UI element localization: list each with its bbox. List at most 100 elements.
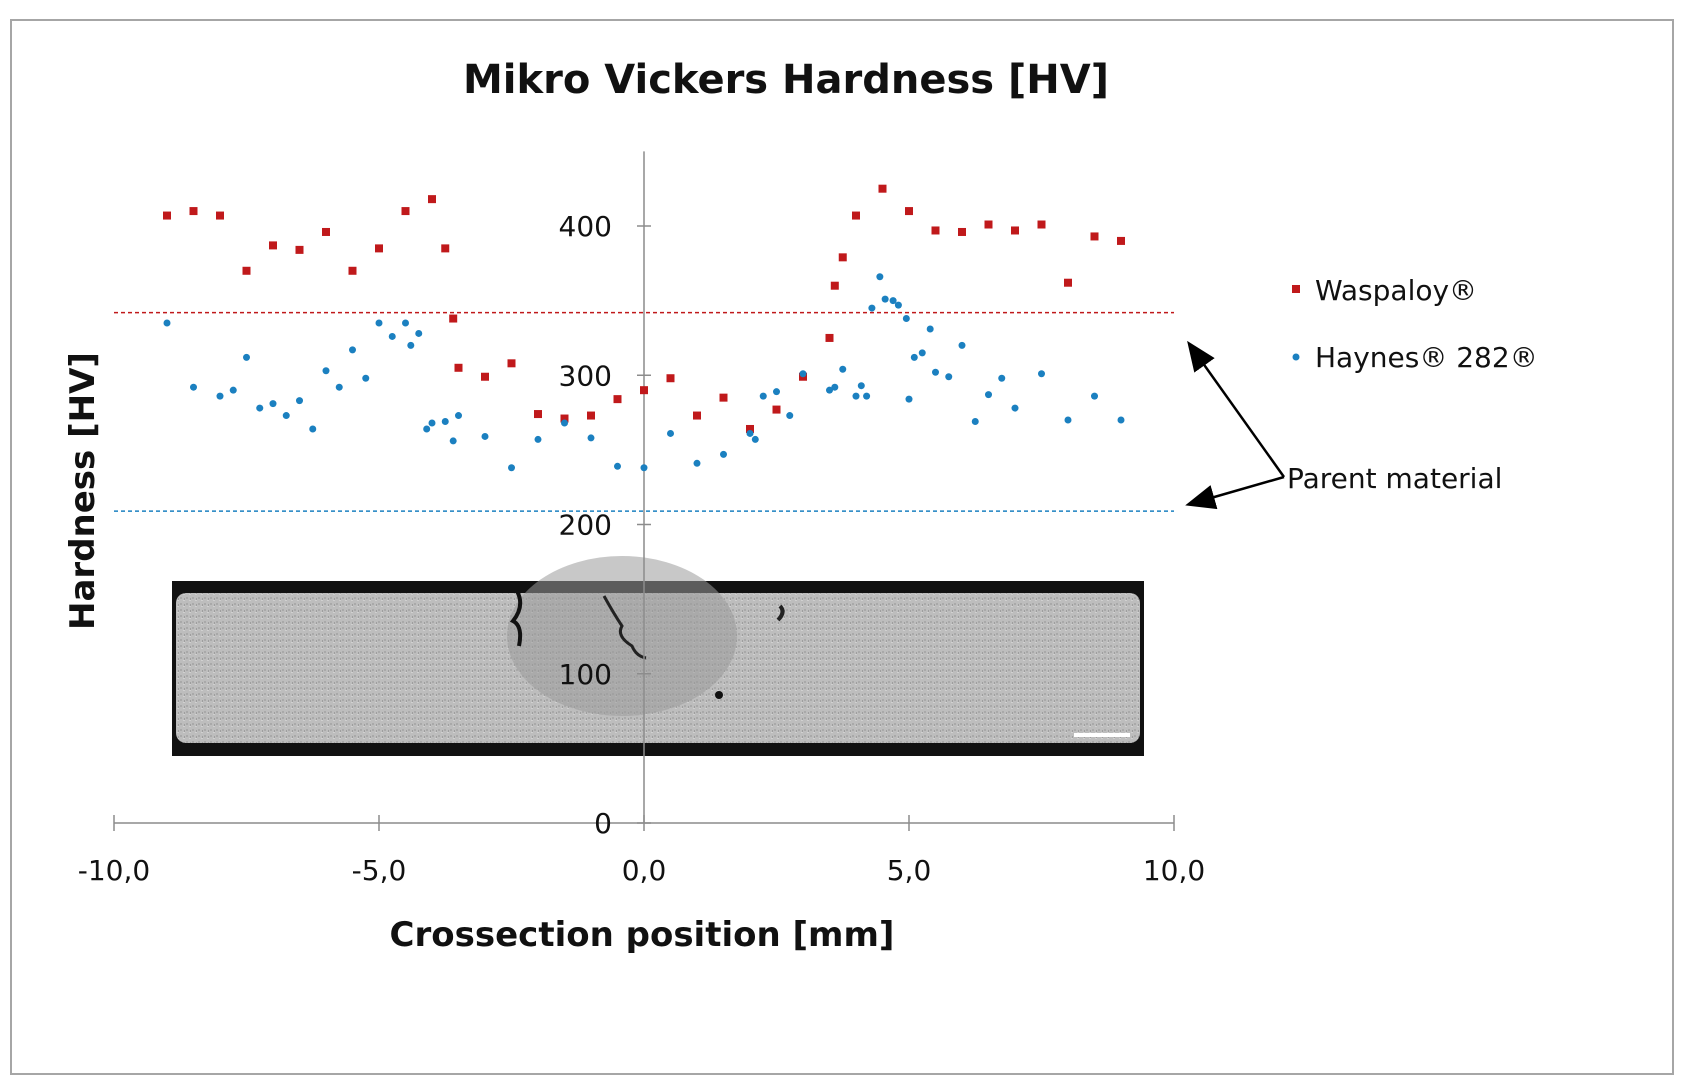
- axes: -10,0 -5,0 0,0 5,0 10,0 0 100 200 300 400: [78, 151, 1205, 887]
- legend: Waspaloy® Haynes® 282®: [1292, 274, 1538, 374]
- data-points: [163, 184, 1125, 472]
- haynes-point: [831, 383, 839, 391]
- haynes-point: [229, 386, 237, 394]
- legend-label-waspaloy: Waspaloy®: [1315, 274, 1477, 307]
- waspaloy-point: [613, 395, 622, 404]
- y-tick-label: 0: [594, 807, 612, 840]
- waspaloy-point: [693, 411, 701, 420]
- haynes-point: [868, 304, 876, 312]
- waspaloy-point: [216, 211, 224, 220]
- haynes-point: [614, 462, 621, 470]
- haynes-point: [1038, 370, 1045, 378]
- haynes-point: [455, 412, 462, 420]
- haynes-point: [971, 418, 979, 426]
- waspaloy-point: [1117, 236, 1125, 245]
- waspaloy-point: [242, 266, 251, 275]
- chart-title: Mikro Vickers Hardness [HV]: [463, 57, 1109, 103]
- haynes-point: [720, 450, 727, 458]
- y-tick-label: 400: [559, 210, 612, 243]
- waspaloy-point: [507, 359, 516, 368]
- haynes-point: [428, 419, 436, 427]
- annotation-arrow-upper: [1187, 340, 1286, 478]
- waspaloy-point: [534, 410, 542, 419]
- parent-material-lines: [114, 311, 1174, 512]
- haynes-point: [243, 353, 250, 361]
- y-axis-label: Hardness [HV]: [63, 352, 103, 630]
- haynes-point: [985, 391, 992, 399]
- waspaloy-point: [454, 363, 463, 372]
- legend-marker-waspaloy: [1292, 285, 1300, 293]
- waspaloy-point: [830, 281, 839, 290]
- haynes-point: [910, 353, 918, 361]
- chart-frame: -10,0 -5,0 0,0 5,0 10,0 0 100 200 300 400 Mikro V…: [10, 19, 1674, 1075]
- waspaloy-point: [428, 195, 436, 204]
- waspaloy-point: [1090, 232, 1099, 241]
- waspaloy-point: [449, 314, 458, 323]
- haynes-point: [889, 297, 897, 305]
- haynes-point: [415, 329, 423, 337]
- haynes-point: [362, 374, 370, 382]
- waspaloy-point: [878, 184, 887, 193]
- haynes-point: [667, 429, 674, 437]
- waspaloy-point: [1037, 220, 1046, 229]
- hardness-chart: -10,0 -5,0 0,0 5,0 10,0 0 100 200 300 400 Mikro V…: [63, 57, 1538, 955]
- haynes-point: [449, 437, 457, 445]
- y-tick-label: 300: [559, 359, 612, 392]
- waspaloy-point: [640, 386, 648, 395]
- waspaloy-point: [958, 227, 966, 236]
- haynes-point: [269, 400, 277, 408]
- haynes-point: [561, 419, 568, 427]
- haynes-point: [894, 301, 902, 309]
- haynes-point: [826, 386, 833, 394]
- haynes-point: [876, 273, 884, 281]
- haynes-point: [905, 395, 913, 403]
- haynes-point: [958, 341, 966, 349]
- waspaloy-point: [401, 207, 410, 216]
- haynes-point: [441, 418, 449, 426]
- haynes-point: [402, 319, 409, 327]
- waspaloy-point: [905, 207, 913, 216]
- waspaloy-point: [931, 226, 940, 235]
- x-axis-label: Crossection position [mm]: [390, 915, 895, 955]
- x-tick-label: 0,0: [622, 854, 667, 887]
- haynes-point: [1091, 392, 1098, 400]
- waspaloy-point: [772, 405, 781, 414]
- parent-material-annotation: Parent material: [1185, 340, 1502, 510]
- haynes-point: [388, 332, 396, 340]
- haynes-point: [296, 397, 303, 405]
- y-tick-label: 200: [559, 509, 612, 542]
- waspaloy-point: [587, 411, 595, 420]
- haynes-point: [375, 319, 383, 327]
- haynes-point: [857, 382, 865, 390]
- waspaloy-point: [481, 372, 489, 381]
- haynes-point: [693, 459, 701, 467]
- haynes-point: [322, 367, 330, 375]
- waspaloy-point: [838, 253, 847, 262]
- haynes-point: [481, 432, 489, 440]
- haynes-point: [839, 365, 847, 373]
- haynes-point: [945, 373, 953, 381]
- haynes-point: [863, 392, 871, 400]
- waspaloy-point: [295, 245, 304, 254]
- haynes-point: [423, 425, 431, 433]
- haynes-point: [902, 315, 910, 323]
- haynes-point: [282, 412, 290, 420]
- waspaloy-point: [375, 244, 383, 253]
- haynes-point: [309, 425, 317, 433]
- haynes-point: [881, 295, 889, 303]
- haynes-point: [163, 319, 171, 327]
- waspaloy-point: [348, 266, 357, 275]
- haynes-point: [998, 374, 1006, 382]
- haynes-point: [508, 464, 515, 472]
- waspaloy-point: [560, 414, 569, 423]
- x-tick-label: 5,0: [887, 854, 932, 887]
- haynes-point: [256, 404, 264, 412]
- haynes-point: [1117, 416, 1125, 424]
- waspaloy-point: [666, 374, 675, 383]
- haynes-point: [746, 429, 754, 437]
- annotation-label: Parent material: [1287, 462, 1502, 495]
- haynes-point: [932, 368, 939, 376]
- haynes-point: [190, 383, 197, 391]
- haynes-point: [1011, 404, 1019, 412]
- waspaloy-point: [189, 207, 198, 216]
